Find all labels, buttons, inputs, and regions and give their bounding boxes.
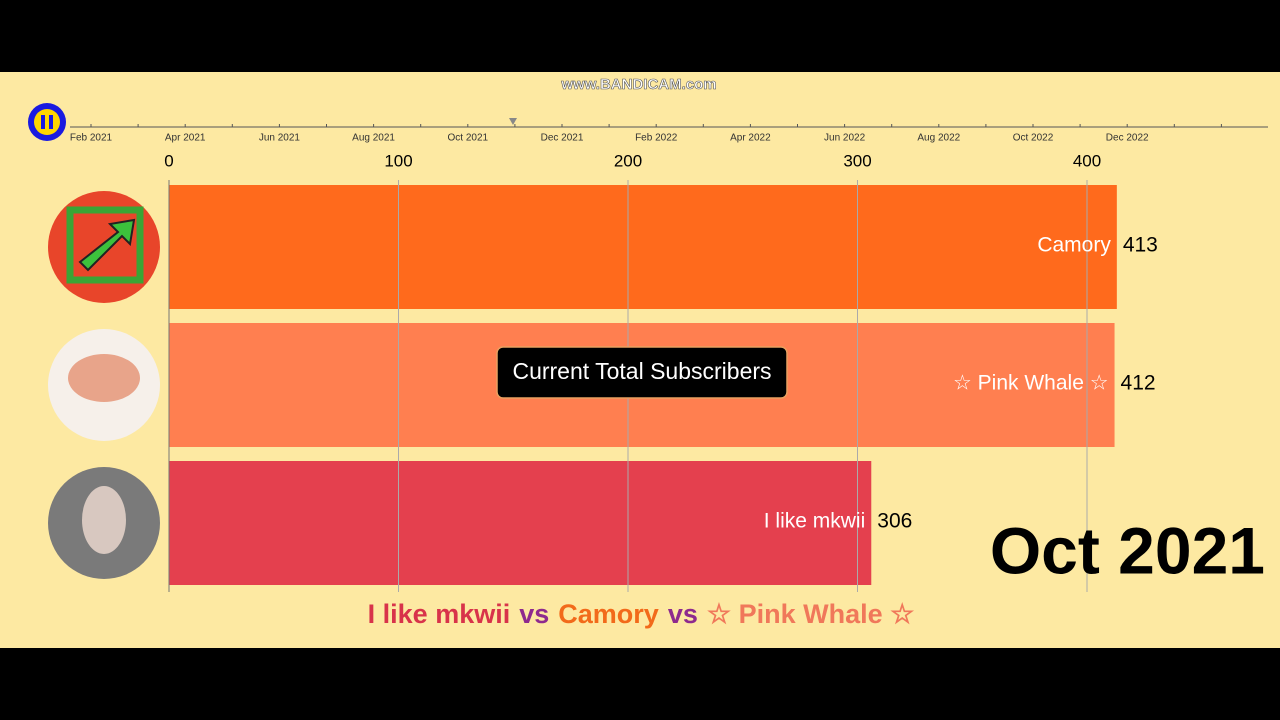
timeline-label: Apr 2022 [730,133,771,144]
tooltip [496,346,788,399]
timeline-label: Aug 2021 [352,133,395,144]
pause-icon-bg [34,109,60,135]
subtitle-part: vs [668,599,698,629]
timeline-label: Feb 2021 [70,133,113,144]
bar-value-label: 306 [877,510,912,533]
x-tick-label: 0 [164,151,173,170]
letterbox-bottom [0,648,1280,720]
avatars [48,191,160,579]
x-tick-label: 400 [1073,151,1101,170]
subtitle-part: ☆ Pink Whale ☆ [707,599,914,629]
x-tick-label: 100 [384,151,412,170]
x-tick-label: 300 [843,151,871,170]
timeline-label: Oct 2022 [1013,133,1054,144]
pause-icon [41,115,45,129]
timeline-label: Jun 2021 [259,133,301,144]
avatar-icon [68,354,140,402]
avatar-icon [82,486,126,554]
bar [169,185,1117,309]
bar [169,461,872,585]
letterbox-top [0,0,1280,72]
x-tick-label: 200 [614,151,642,170]
timeline-label: Oct 2021 [448,133,489,144]
timeline-marker[interactable] [509,118,517,125]
bar-value-label: 413 [1123,234,1158,257]
subtitle: I like mkwii vs Camory vs ☆ Pink Whale ☆ [368,599,915,629]
timeline-label: Jun 2022 [824,133,866,144]
subtitle-part: Camory [558,599,659,629]
timeline-label: Dec 2022 [1106,133,1149,144]
bar-name-label: ☆ Pink Whale ☆ [953,372,1109,395]
bar-name-label: I like mkwii [764,510,866,533]
avatar-icon [78,218,136,272]
bar-value-label: 412 [1121,372,1156,395]
timeline-label: Aug 2022 [917,133,960,144]
bar-name-label: Camory [1037,234,1111,257]
date-label: Oct 2021 [990,513,1265,587]
avatar-icon [66,206,144,284]
watermark: www.BANDICAM.com [560,76,716,93]
timeline-label: Feb 2022 [635,133,678,144]
timeline-label: Apr 2021 [165,133,206,144]
timeline-label: Dec 2021 [541,133,584,144]
subtitle-part: I like mkwii [368,599,511,629]
tooltip-text: Current Total Subscribers [512,358,771,384]
subtitle-part: vs [519,599,549,629]
pause-icon [49,115,53,129]
